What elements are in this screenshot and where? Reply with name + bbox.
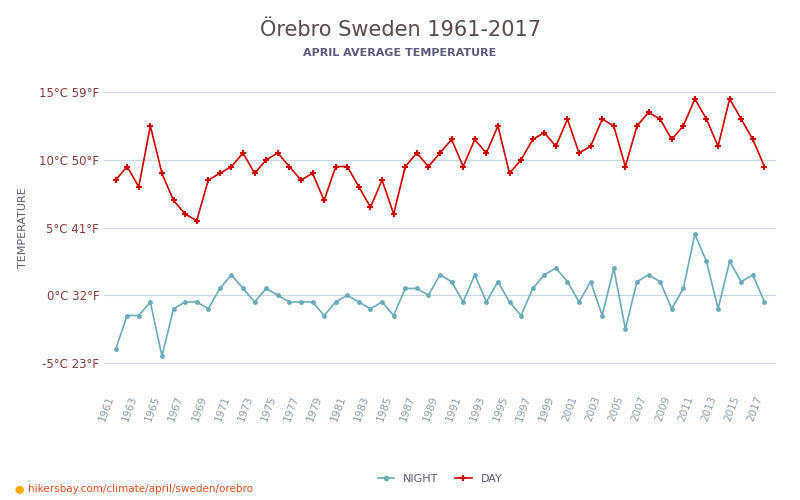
Text: hikersbay.com/climate/april/sweden/orebro: hikersbay.com/climate/april/sweden/orebr… (28, 484, 253, 494)
NIGHT (110, 346, 120, 352)
DAY (296, 177, 306, 183)
DAY (574, 150, 584, 156)
Legend: NIGHT, DAY: NIGHT, DAY (373, 470, 507, 488)
NIGHT (134, 312, 143, 318)
NIGHT (760, 299, 770, 305)
DAY (401, 164, 410, 170)
DAY (562, 116, 572, 122)
DAY (690, 96, 700, 102)
DAY (110, 177, 120, 183)
DAY (192, 218, 202, 224)
Line: DAY: DAY (112, 96, 768, 224)
NIGHT (401, 286, 410, 292)
Text: ⬤: ⬤ (14, 485, 24, 494)
DAY (146, 123, 155, 129)
NIGHT (157, 353, 166, 359)
NIGHT (690, 232, 700, 237)
NIGHT (574, 299, 584, 305)
NIGHT (296, 299, 306, 305)
Text: APRIL AVERAGE TEMPERATURE: APRIL AVERAGE TEMPERATURE (303, 48, 497, 58)
Y-axis label: TEMPERATURE: TEMPERATURE (18, 187, 28, 268)
NIGHT (146, 299, 155, 305)
Line: NIGHT: NIGHT (113, 232, 767, 358)
DAY (760, 164, 770, 170)
NIGHT (562, 278, 572, 284)
Text: Örebro Sweden 1961-2017: Örebro Sweden 1961-2017 (259, 20, 541, 40)
DAY (134, 184, 143, 190)
